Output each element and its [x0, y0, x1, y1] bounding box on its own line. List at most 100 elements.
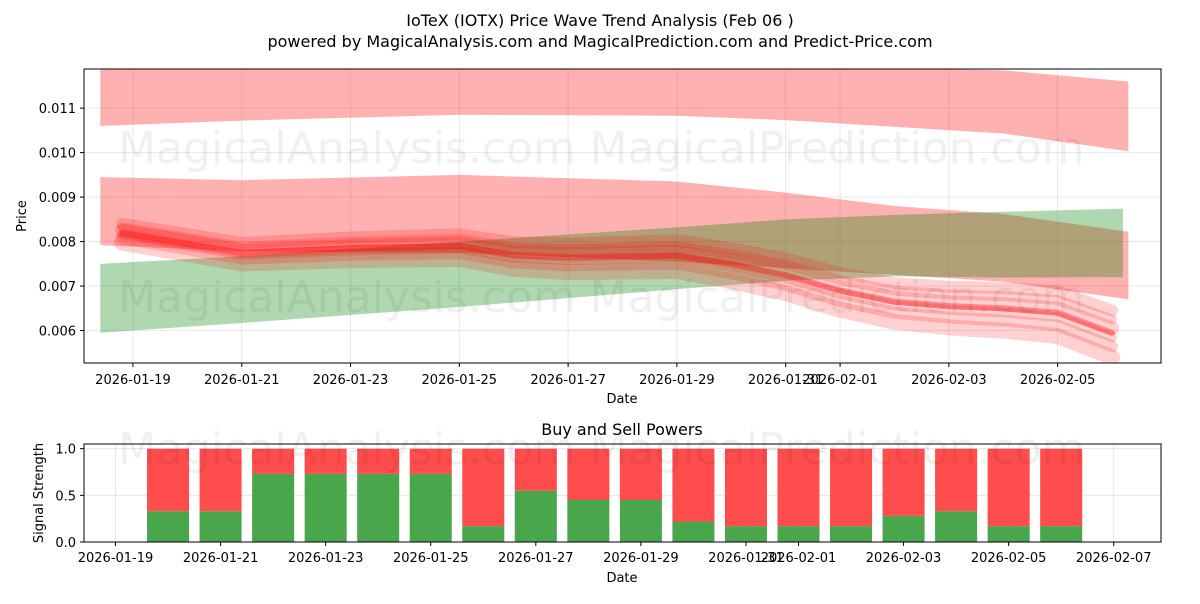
- sell-bar: [672, 448, 715, 522]
- powers-y-tick-label: 0.0: [55, 536, 76, 551]
- price-y-axis: 0.006 0.007 0.008 0.009 0.010 0.011: [39, 102, 84, 340]
- price-x-tick-label: 2026-02-05: [1020, 373, 1096, 388]
- buy-bar: [987, 526, 1030, 542]
- price-x-tick-label: 2026-01-19: [95, 373, 171, 388]
- powers-y-tick-label: 0.5: [55, 489, 76, 504]
- buy-bar: [304, 473, 347, 542]
- price-y-axis-label: Price: [15, 200, 30, 232]
- sell-bar: [304, 448, 347, 474]
- price-x-tick-label: 2026-01-23: [313, 373, 389, 388]
- price-y-tick-label: 0.011: [39, 102, 76, 117]
- buy-bar: [199, 511, 242, 542]
- upper-red-band: [100, 69, 1129, 152]
- price-x-tick-label: 2026-01-31: [748, 373, 824, 388]
- sell-bar: [935, 448, 978, 512]
- buy-bar: [357, 473, 400, 542]
- powers-y-tick-label: 1.0: [55, 443, 76, 458]
- watermark-analysis: MagicalAnalysis.com: [118, 272, 576, 323]
- price-wave-line: [116, 217, 1119, 317]
- powers-y-axis-label: Signal Strength: [32, 443, 47, 543]
- buy-bar: [567, 500, 610, 542]
- price-x-axis: 2026-01-19 2026-01-21 2026-01-23 2026-01-25…: [95, 363, 1095, 388]
- buy-bar: [672, 521, 715, 542]
- price-y-tick-label: 0.006: [39, 325, 76, 340]
- price-x-tick-label: 2026-01-25: [422, 373, 498, 388]
- powers-x-tick-label: 2026-02-03: [866, 551, 942, 566]
- buy-sell-powers-chart: Buy and Sell Powers MagicalAnalysis.com …: [32, 420, 1162, 586]
- price-wave-line: [116, 232, 1119, 353]
- sell-bar: [462, 448, 505, 527]
- sell-bar: [987, 448, 1030, 527]
- sell-bar: [777, 448, 820, 527]
- chart-subtitle: powered by MagicalAnalysis.com and Magic…: [267, 32, 932, 51]
- green-band: [100, 208, 1123, 333]
- buy-bar: [462, 526, 505, 542]
- sell-bar: [567, 448, 610, 500]
- price-wave-chart: MagicalAnalysis.com MagicalPrediction.co…: [15, 68, 1162, 407]
- price-y-tick-label: 0.007: [39, 280, 76, 295]
- buy-bar: [1040, 526, 1083, 542]
- powers-bars: [147, 448, 1083, 542]
- price-wave-line: [117, 229, 1118, 343]
- watermark-analysis: MagicalAnalysis.com: [118, 424, 576, 475]
- powers-y-axis: 0.0 0.5 1.0: [55, 443, 84, 551]
- price-x-tick-label: 2026-02-03: [911, 373, 987, 388]
- powers-x-tick-label: 2026-01-23: [288, 551, 364, 566]
- buy-bar: [935, 511, 978, 542]
- buy-bar: [514, 490, 557, 542]
- buy-bar: [409, 473, 452, 542]
- price-plot-frame: [83, 68, 1162, 364]
- sell-bar: [147, 448, 190, 512]
- price-x-tick-label: 2026-01-29: [639, 373, 715, 388]
- sell-bar: [830, 448, 873, 527]
- sell-bar: [1040, 448, 1083, 527]
- powers-x-tick-label: 2026-01-29: [603, 551, 679, 566]
- buy-bar: [724, 526, 767, 542]
- powers-x-axis: 2026-01-19 2026-01-21 2026-01-23 2026-01-25…: [78, 542, 1152, 566]
- powers-x-tick-label: 2026-01-31: [708, 551, 784, 566]
- sell-bar: [357, 448, 400, 474]
- sell-bar: [252, 448, 295, 474]
- powers-x-tick-label: 2026-02-01: [761, 551, 837, 566]
- price-wave-line: [114, 234, 1121, 363]
- buy-bar: [830, 526, 873, 542]
- powers-chart-title: Buy and Sell Powers: [541, 420, 703, 439]
- price-y-tick-label: 0.008: [39, 236, 76, 251]
- buy-bar: [777, 526, 820, 542]
- sell-bar: [619, 448, 662, 500]
- sell-bar: [514, 448, 557, 491]
- price-wave-line: [115, 223, 1120, 336]
- price-x-axis-label: Date: [606, 392, 637, 407]
- watermark-prediction: MagicalPrediction.com: [590, 272, 1085, 323]
- sell-bar: [199, 448, 242, 512]
- price-x-tick-label: 2026-02-01: [802, 373, 878, 388]
- price-wave: [114, 217, 1121, 363]
- powers-x-tick-label: 2026-01-27: [498, 551, 574, 566]
- buy-bar: [252, 473, 295, 542]
- price-wave-line: [119, 229, 1116, 336]
- price-y-tick-label: 0.009: [39, 191, 76, 206]
- price-wave-line: [117, 222, 1118, 325]
- price-bands: [100, 69, 1129, 333]
- powers-x-tick-label: 2026-01-21: [183, 551, 259, 566]
- sell-bar: [724, 448, 767, 527]
- powers-x-tick-label: 2026-01-19: [78, 551, 154, 566]
- price-grid: [84, 69, 1161, 363]
- watermark-prediction: MagicalPrediction.com: [590, 123, 1085, 174]
- watermark-prediction: MagicalPrediction.com: [590, 424, 1085, 475]
- watermark-analysis: MagicalAnalysis.com: [118, 123, 576, 174]
- price-x-tick-label: 2026-01-27: [530, 373, 606, 388]
- powers-plot-frame: [83, 443, 1162, 543]
- powers-x-tick-label: 2026-02-05: [971, 551, 1047, 566]
- powers-x-tick-label: 2026-01-25: [393, 551, 469, 566]
- buy-bar: [147, 511, 190, 542]
- sell-bar: [409, 448, 452, 474]
- price-y-tick-label: 0.010: [39, 147, 76, 162]
- powers-x-tick-label: 2026-02-07: [1076, 551, 1152, 566]
- sell-bar: [882, 448, 925, 516]
- buy-bar: [619, 500, 662, 542]
- chart-title: IoTeX (IOTX) Price Wave Trend Analysis (…: [406, 11, 793, 30]
- powers-x-axis-label: Date: [606, 571, 637, 586]
